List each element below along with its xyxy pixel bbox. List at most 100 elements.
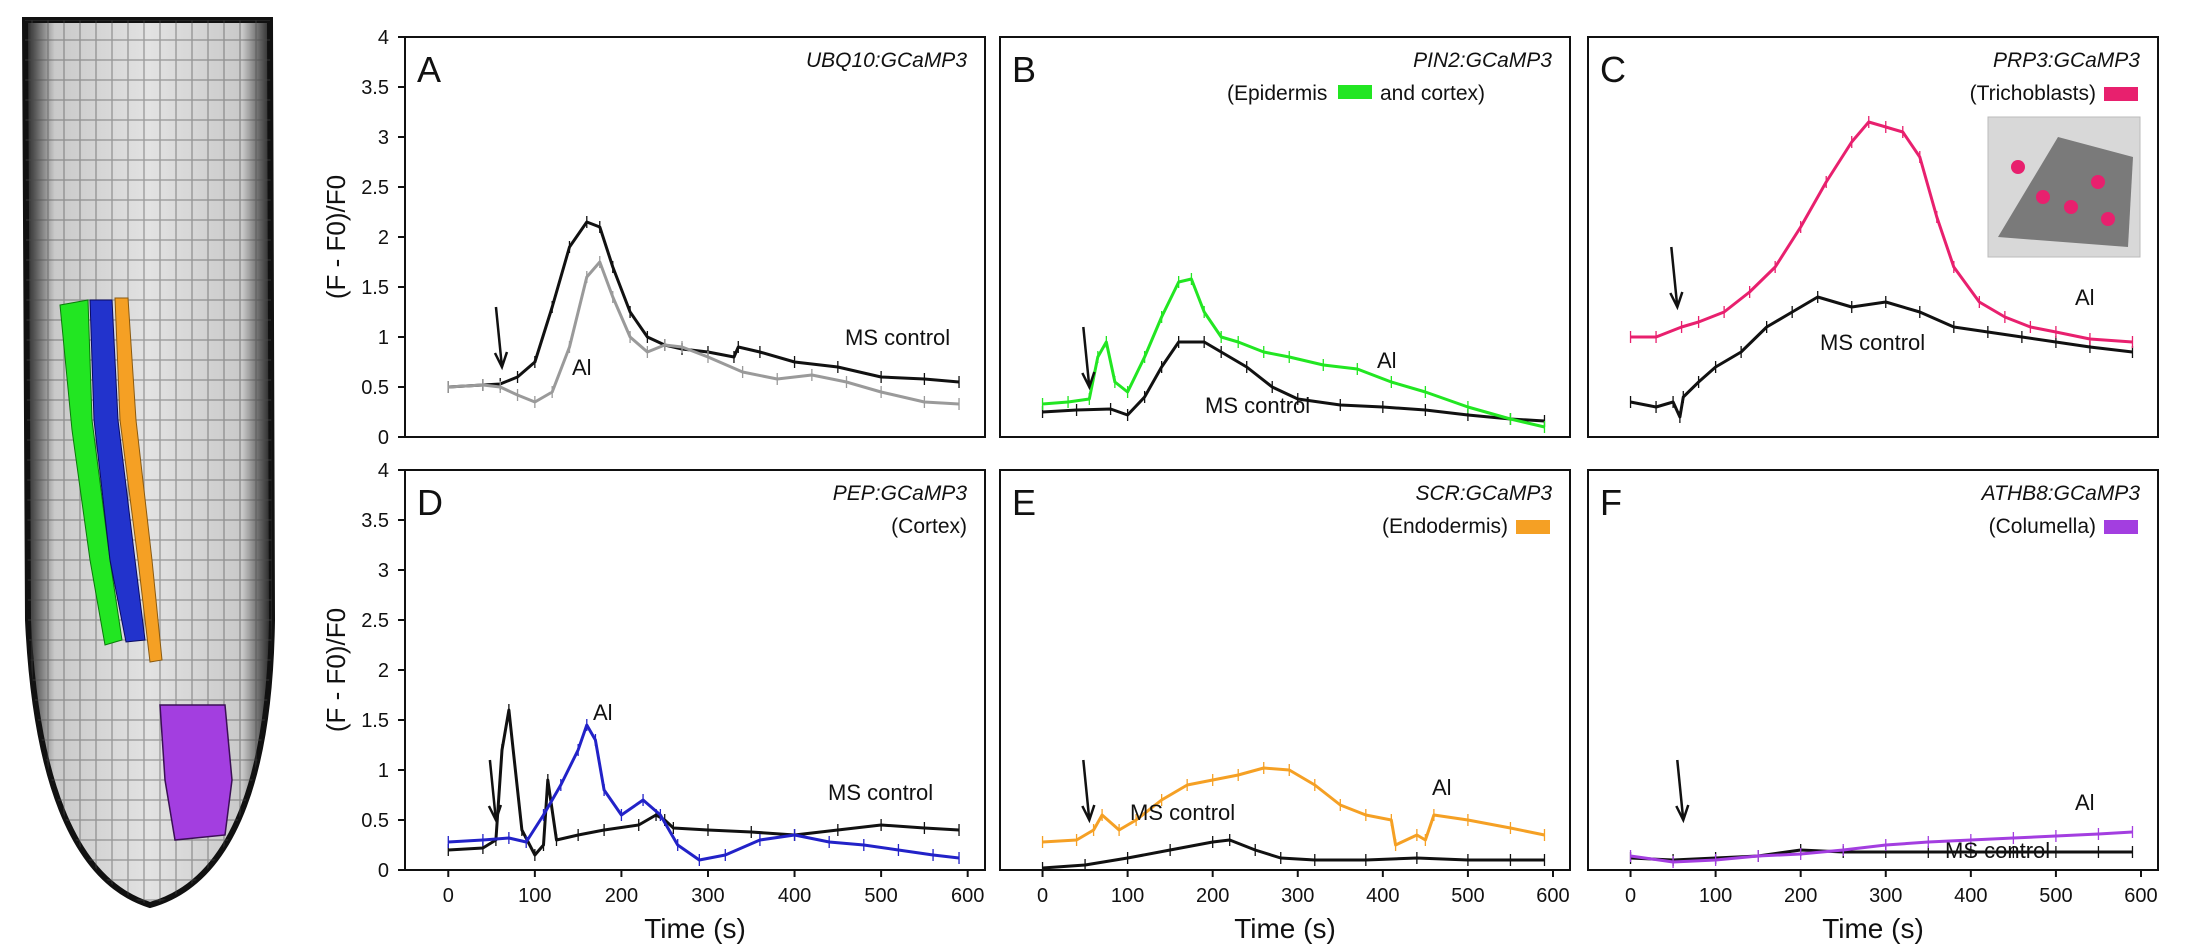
root-cell-grid [25,20,272,905]
x-tick-label: 100 [1699,885,1732,907]
series-label: Al [2075,285,2095,310]
series-label: Al [1377,348,1397,373]
x-tick-label: 0 [1625,885,1636,907]
chart-subtitle: (Cortex) [891,515,967,538]
x-tick-label: 0 [443,885,454,907]
plot-frame [1587,469,2159,871]
series-label: Al [2075,790,2095,815]
y-tick-label: 1 [378,760,389,782]
panel-letter: B [1012,49,1036,90]
x-tick-label: 100 [518,885,551,907]
y-tick-label: 0.5 [361,810,389,832]
y-tick-label: 3 [378,560,389,582]
treatment-arrow-head [487,804,503,824]
inset-trichoblast-dot [2011,160,2025,174]
series-line-ms-control [448,708,960,857]
tissue-cortex-blue [89,299,146,643]
x-tick-label: 500 [1451,885,1484,907]
series-label: MS control [1205,393,1310,418]
tissue-columella-purple [159,704,233,841]
series-line-al [448,260,960,406]
y-tick-label: 2 [378,660,389,682]
y-tick-label: 3 [378,127,389,149]
chart-subtitle: (Trichoblasts) [1970,82,2096,105]
x-tick-label: 400 [778,885,811,907]
x-tick-label: 600 [1536,885,1569,907]
x-tick-label: 200 [605,885,638,907]
panel-letter: D [417,482,443,523]
chart-subtitle-2: and cortex) [1380,82,1485,105]
y-tick-label: 2.5 [361,177,389,199]
chart-title: ATHB8:GCaMP3 [1980,482,2141,505]
x-tick-label: 600 [2124,885,2157,907]
y-tick-label: 0.5 [361,377,389,399]
panel-letter: F [1600,482,1622,523]
panel-letter: E [1012,482,1036,523]
legend-swatch-green [1338,85,1372,99]
chart-subtitle: (Endodermis) [1382,515,1508,538]
series-label: Al [1432,775,1452,800]
series-line-ms-control [1042,838,1545,870]
y-tick-label: 0 [378,860,389,882]
y-tick-label: 3.5 [361,510,389,532]
root-tip-image [21,17,276,909]
treatment-arrow [1676,759,1685,821]
inset-root-shape [1998,137,2133,247]
treatment-arrow [1082,326,1091,388]
chart-panel-E: 0 100 200 300 400 500 600 Time (s) E SCR:GCaMP3 (E… [999,469,1571,944]
chart-panel-D: 0 0.5 1 1.5 2 2.5 3 3.5 4 (F - F0)/F0 0 100 200 300 40… [321,460,986,944]
series-label: MS control [828,780,933,805]
y-tick-label: 4 [378,460,389,482]
x-axis-label: Time (s) [1234,913,1336,944]
x-tick-label: 0 [1037,885,1048,907]
x-tick-label: 600 [951,885,984,907]
y-tick-label: 0 [378,427,389,449]
x-tick-label: 200 [1196,885,1229,907]
x-tick-label: 200 [1784,885,1817,907]
panel-letter: A [417,49,441,90]
x-axis-label: Time (s) [1822,913,1924,944]
tissue-endodermis-orange [114,297,163,663]
x-tick-label: 300 [1869,885,1902,907]
chart-title: UBQ10:GCaMP3 [806,49,967,72]
tissue-epidermis-green [59,299,123,646]
legend-swatch-pink [2104,87,2138,101]
treatment-arrow [1082,759,1091,821]
series-line-al [1630,120,2133,344]
treatment-arrow-head [1081,371,1096,391]
chart-panel-C: C PRP3:GCaMP3 (Trichoblasts) MS control Al [1587,36,2159,438]
x-tick-label: 300 [691,885,724,907]
x-tick-label: 100 [1111,885,1144,907]
y-tick-label: 1.5 [361,710,389,732]
chart-subtitle: (Epidermis [1227,82,1327,105]
y-tick-label: 3.5 [361,77,389,99]
treatment-arrow-head [1675,804,1690,824]
inset-trichoblast-dot [2036,190,2050,204]
chart-panel-B: B PIN2:GCaMP3 (Epidermis and cortex) MS cont… [999,36,1571,438]
x-tick-label: 300 [1281,885,1314,907]
x-tick-label: 400 [1366,885,1399,907]
series-line-ms-control [448,220,960,389]
trichoblast-inset-icon [1987,116,2141,258]
x-tick-label: 500 [864,885,897,907]
chart-panel-A: 0 0.5 1 1.5 2 2.5 3 3.5 4 (F - F0)/F0 A UBQ10:GCaMP… [321,27,986,449]
series-label: MS control [1130,800,1235,825]
series-label: Al [593,700,613,725]
inset-trichoblast-dot [2091,175,2105,189]
series-label: MS control [1820,330,1925,355]
y-tick-label: 2 [378,227,389,249]
plot-frame [999,469,1571,871]
series-line-ms-control [1630,848,2133,862]
series-line-ms-control [1042,340,1545,423]
treatment-arrow-head [1081,804,1096,824]
x-axis-label: Time (s) [644,913,746,944]
treatment-arrow [494,306,504,368]
chart-subtitle: (Columella) [1989,515,2096,538]
treatment-arrow [488,759,498,821]
chart-title: PIN2:GCaMP3 [1413,49,1552,72]
y-tick-label: 4 [378,27,389,49]
series-line-al [1042,766,1545,847]
treatment-arrow-head [1669,291,1684,311]
plot-frame [999,36,1571,438]
